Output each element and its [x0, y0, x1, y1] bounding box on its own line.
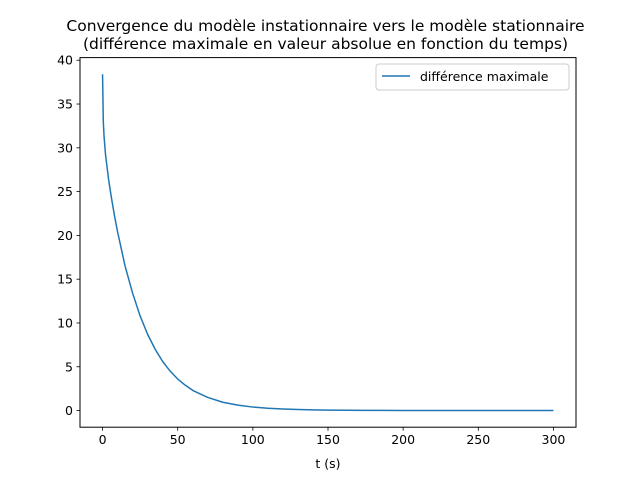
y-tick-label: 0 [65, 403, 73, 418]
y-tick-label: 15 [57, 272, 73, 287]
x-tick-label: 0 [99, 432, 107, 447]
y-tick-label: 20 [57, 228, 73, 243]
x-tick-label: 100 [241, 432, 265, 447]
x-tick-label: 150 [316, 432, 340, 447]
y-axis: 0 5 10 15 20 25 30 35 40 [57, 53, 80, 418]
axes-frame [79, 57, 577, 428]
chart-title: Convergence du modèle instationnaire ver… [66, 17, 584, 35]
plot-area [101, 74, 554, 412]
x-tick-label: 50 [170, 432, 186, 447]
y-tick-label: 5 [65, 359, 73, 374]
x-tick-label: 200 [391, 432, 415, 447]
x-tick-label: 250 [466, 432, 490, 447]
y-tick-label: 35 [57, 97, 73, 112]
series-line-0 [101, 74, 554, 412]
legend-box [375, 63, 570, 91]
y-tick-label: 25 [57, 184, 73, 199]
y-tick-label: 10 [57, 315, 73, 330]
legend: différence maximale [375, 63, 570, 91]
x-axis-label: t (s) [315, 456, 340, 471]
legend-label: différence maximale [420, 69, 549, 84]
x-axis: 0 50 100 150 200 250 300 [99, 427, 566, 447]
y-tick-label: 30 [57, 140, 73, 155]
x-tick-label: 300 [542, 432, 566, 447]
chart-subtitle: (différence maximale en valeur absolue e… [83, 35, 568, 53]
y-tick-label: 40 [57, 53, 73, 68]
